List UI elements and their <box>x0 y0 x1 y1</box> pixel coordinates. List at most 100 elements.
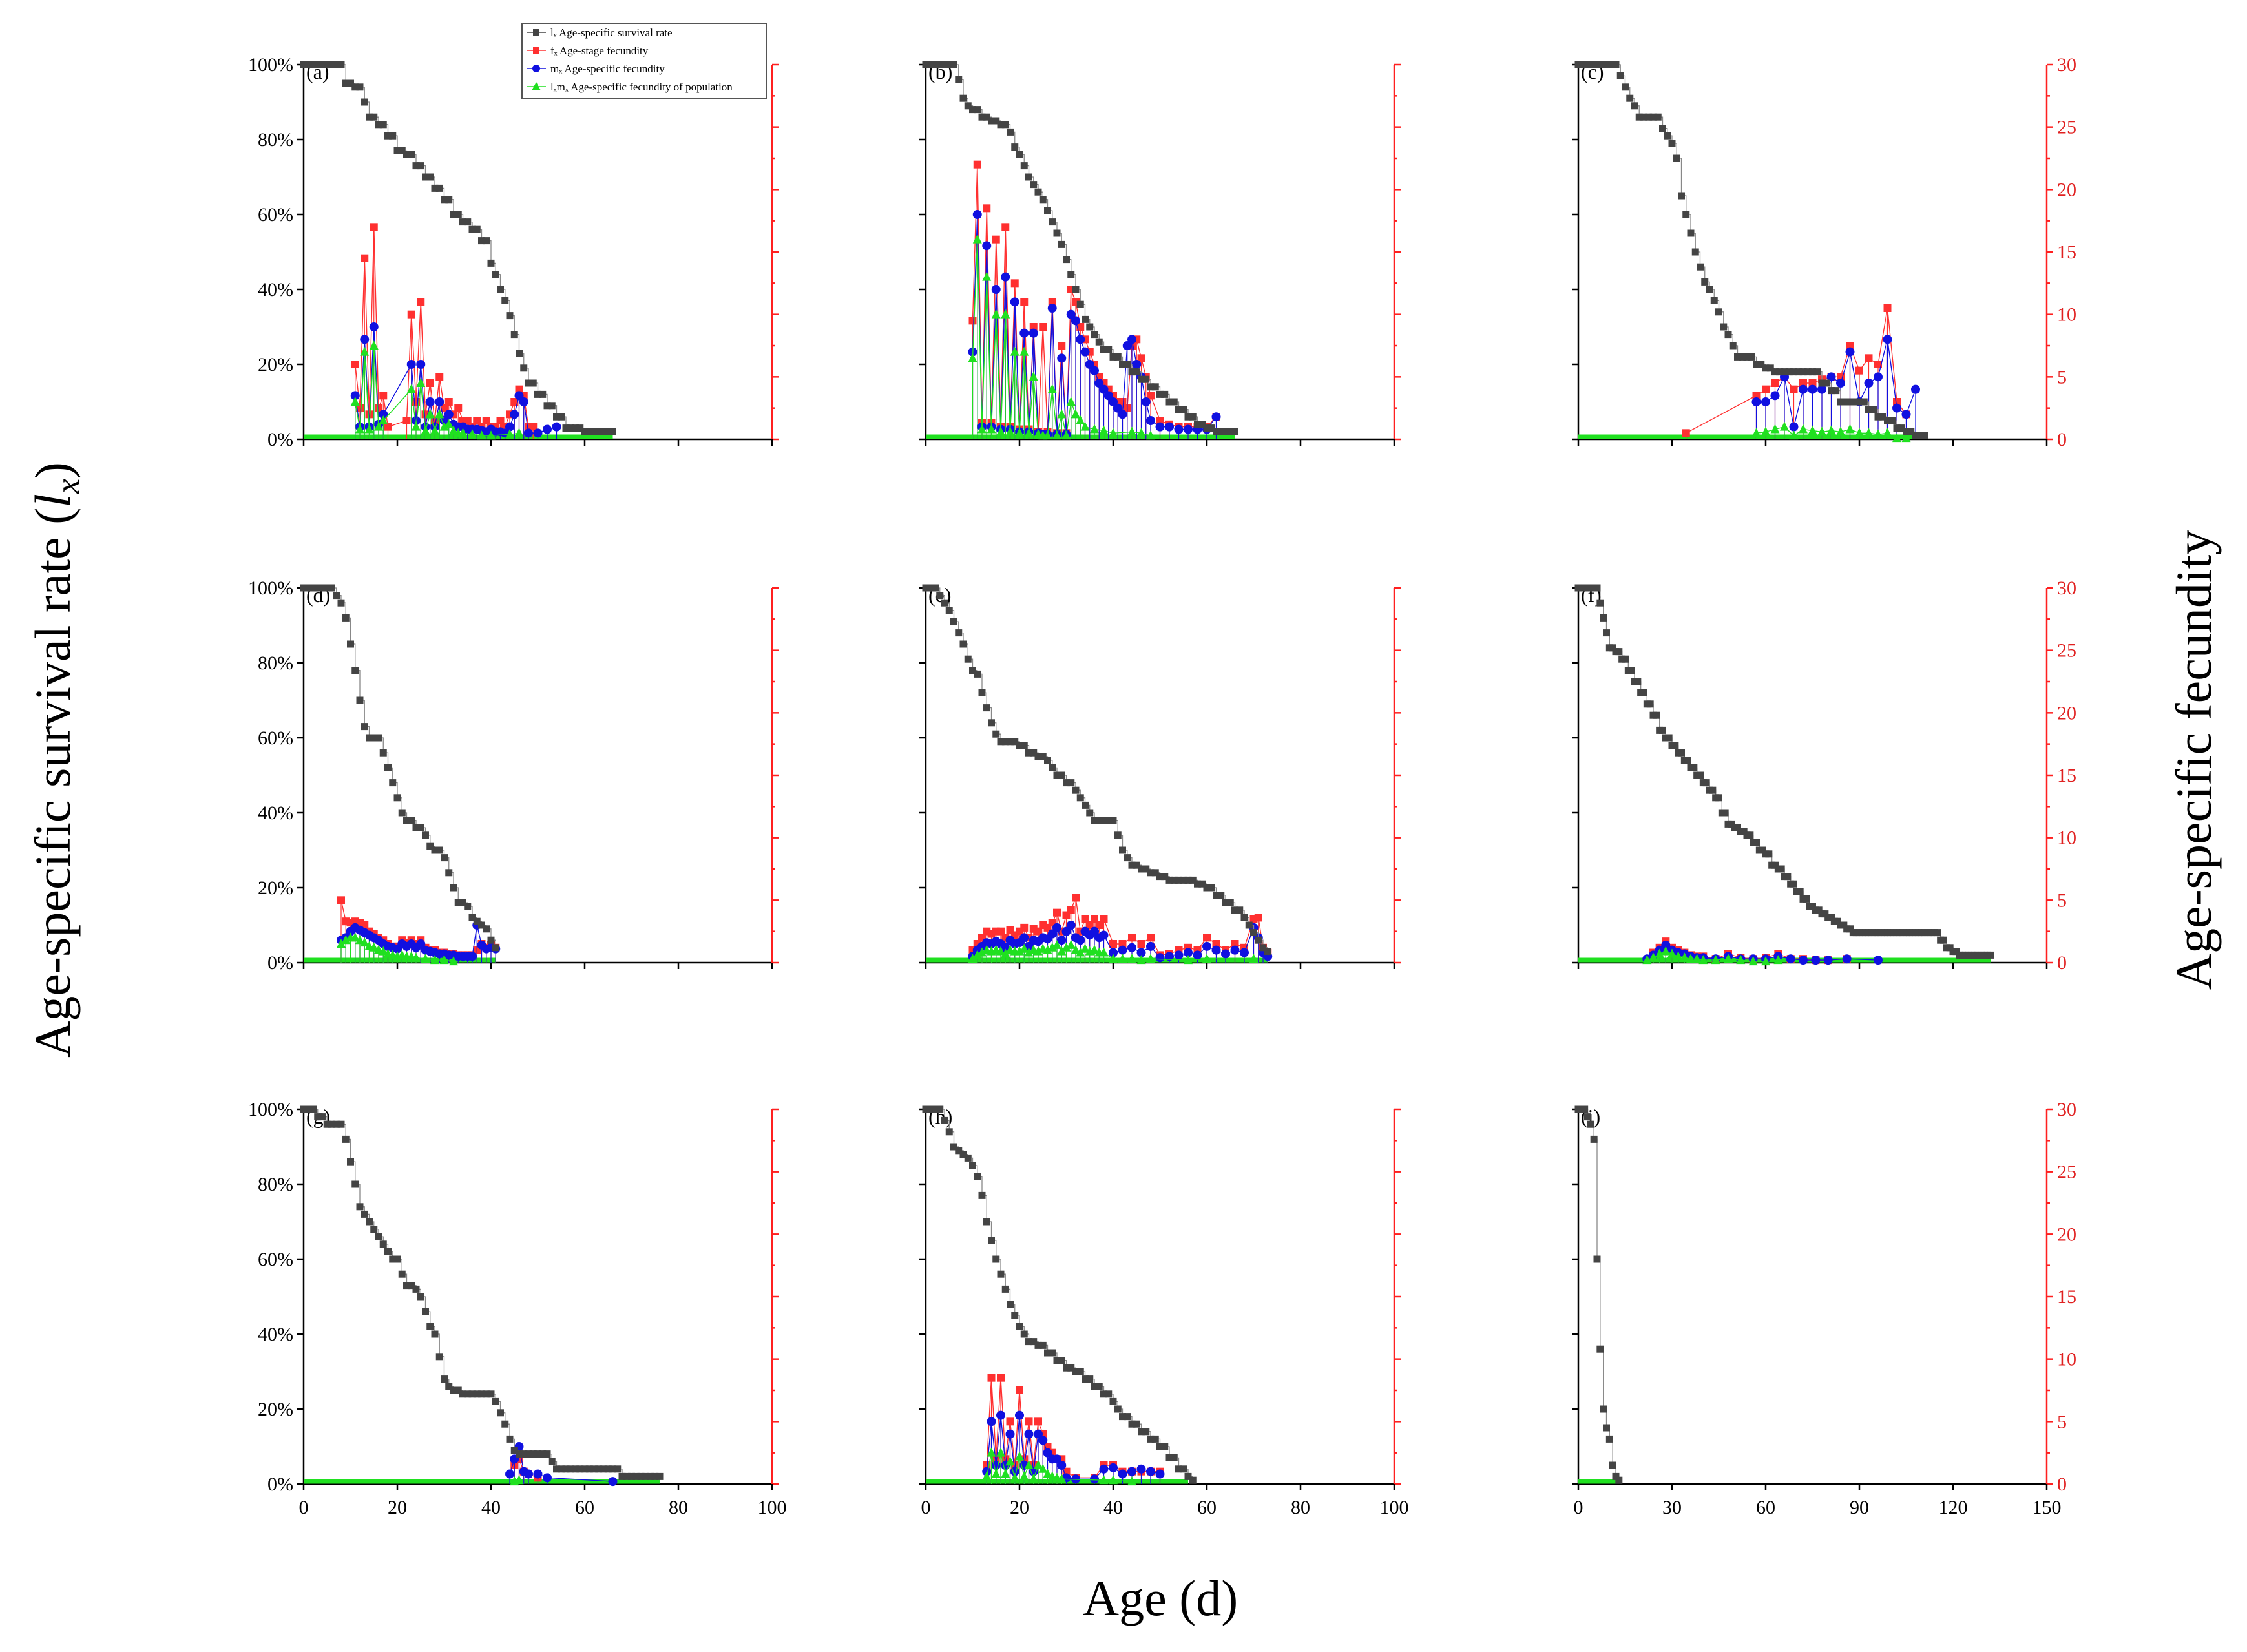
mx-point <box>1071 316 1080 326</box>
lx-point <box>1832 387 1840 395</box>
lx-point <box>342 1135 350 1143</box>
lx-point <box>1255 936 1262 944</box>
y-tick-label-a: 60% <box>258 204 293 225</box>
lxmx-point <box>1061 430 1071 440</box>
lx-point <box>1987 951 1994 959</box>
y2-tick-label-c: 10 <box>2057 304 2076 326</box>
mx-point <box>1043 1448 1052 1458</box>
lx-point <box>1175 876 1182 884</box>
mx-point <box>1109 397 1118 406</box>
lx-point <box>1668 140 1676 147</box>
lxmx-point <box>1066 397 1076 406</box>
fx-point <box>987 1374 996 1382</box>
lx-point <box>1697 771 1704 779</box>
lx-point <box>1119 1413 1126 1421</box>
lx-point <box>932 1105 939 1113</box>
x-tick-label-i: 90 <box>1850 1497 1869 1518</box>
lx-point <box>516 1450 523 1458</box>
mx-point <box>1874 956 1883 965</box>
mx-point <box>1127 335 1136 344</box>
lx-series-b <box>922 61 1238 435</box>
lx-point <box>403 151 410 158</box>
lx-point <box>1702 779 1710 787</box>
mx-point <box>1047 304 1057 313</box>
y-tick-label-d: 80% <box>258 653 293 674</box>
lxmx-point <box>355 935 364 945</box>
lx-point <box>445 196 453 204</box>
lx-point <box>366 113 373 121</box>
lx-point <box>1072 1368 1080 1375</box>
lxmx-point <box>458 428 468 437</box>
lx-point <box>1039 753 1047 760</box>
panel-d: 0%20%40%60%80%100% (d) <box>248 578 779 974</box>
mx-point <box>1230 945 1240 955</box>
fx-point <box>440 404 448 412</box>
lxmx-point <box>1076 415 1085 424</box>
lx-point <box>1170 876 1178 884</box>
lxmx-point <box>1146 954 1155 963</box>
lx-point <box>1645 113 1653 121</box>
panel-e: (e) <box>919 583 1401 969</box>
y2-tick-label-f: 25 <box>2057 640 2076 662</box>
mx-point <box>425 397 435 406</box>
lxmx-point <box>1001 309 1010 319</box>
mx-point <box>1845 347 1855 357</box>
mx-point <box>1146 941 1155 951</box>
lx-point <box>1603 61 1610 68</box>
lx-point <box>1710 297 1718 304</box>
lx-line-a <box>304 64 613 433</box>
lxmx-point <box>360 937 370 947</box>
x-tick-label-g: 40 <box>481 1497 501 1518</box>
y-tick-label-a: 100% <box>248 54 293 76</box>
lx-point <box>351 667 359 674</box>
lx-point <box>1222 428 1229 435</box>
lxmx-point <box>1080 421 1090 431</box>
x-tick-label-h: 100 <box>1380 1497 1409 1518</box>
lx-point <box>1109 1397 1117 1405</box>
lx-point <box>922 584 930 592</box>
lx-point <box>1189 876 1197 884</box>
lx-point <box>497 286 504 293</box>
mx-point <box>533 428 543 438</box>
legend-marker-fx <box>533 47 539 54</box>
lx-point <box>1600 1405 1607 1413</box>
lx-point <box>1759 846 1766 854</box>
mx-point <box>1165 952 1174 961</box>
lx-point <box>1016 151 1023 158</box>
mx-point <box>1136 1464 1146 1474</box>
mx-point <box>982 241 992 251</box>
lx-point <box>1207 424 1215 432</box>
lxmx-point <box>1010 346 1019 356</box>
lx-point <box>328 1120 335 1128</box>
lx-point <box>520 364 528 372</box>
lx-point <box>1940 936 1947 944</box>
lxmx-point <box>987 1447 996 1457</box>
fx-point <box>1100 915 1108 923</box>
x-tick-label-i: 60 <box>1756 1497 1775 1518</box>
mx-point <box>1061 926 1071 936</box>
lxmx-point <box>1817 426 1826 436</box>
y-tick-label-a: 0% <box>267 429 293 450</box>
fx-point <box>1137 940 1145 948</box>
lx-point <box>1091 331 1098 339</box>
lxmx-point <box>1118 954 1127 963</box>
lx-point <box>950 61 957 68</box>
lx-point <box>1765 850 1773 858</box>
lx-point <box>525 379 532 387</box>
lx-point <box>1034 753 1042 760</box>
lx-point <box>333 1120 340 1128</box>
fx-point <box>1682 429 1690 437</box>
fx-point <box>1053 908 1061 917</box>
lx-point <box>1213 892 1220 899</box>
lx-point <box>1784 873 1792 881</box>
mx-point <box>439 416 449 425</box>
mx-point <box>360 335 370 344</box>
fx-point <box>365 410 373 419</box>
lx-point <box>1049 764 1056 771</box>
lxmx-point <box>1071 409 1080 419</box>
lxmx-series-h <box>982 1447 1136 1486</box>
lxmx-point <box>412 421 421 431</box>
lx-point <box>1203 884 1211 892</box>
mx-point <box>1019 933 1029 943</box>
lx-point <box>955 76 963 83</box>
